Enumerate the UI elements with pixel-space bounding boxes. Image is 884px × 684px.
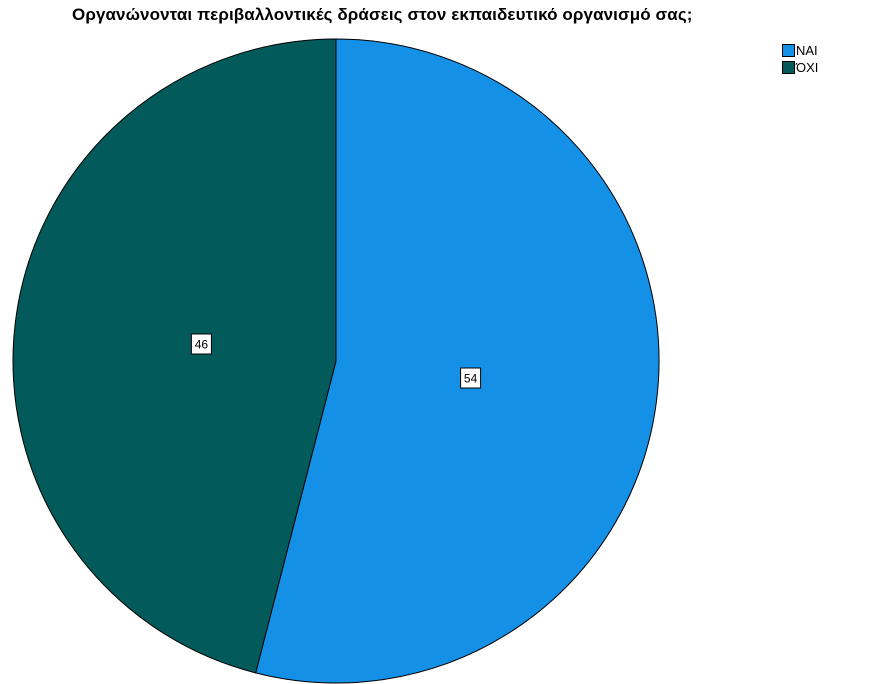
legend-swatch-nai [782, 44, 795, 57]
data-label-text: 54 [464, 372, 478, 386]
legend-item-oxi: ΌΧΙ [782, 59, 818, 76]
chart-title: Οργανώνονται περιβαλλοντικές δράσεις στο… [72, 5, 693, 24]
pie-slice-nai [255, 38, 660, 684]
legend-swatch-oxi [782, 61, 795, 74]
data-label-nai: 54 [460, 367, 482, 389]
pie-slice-oxi [12, 38, 337, 674]
data-label-box [460, 367, 482, 389]
legend-item-nai: ΝΑΙ [782, 42, 818, 59]
data-label-oxi: 46 [190, 333, 212, 355]
legend-label-nai: ΝΑΙ [796, 43, 818, 58]
legend-label-oxi: ΌΧΙ [796, 60, 819, 75]
data-label-box [190, 333, 212, 355]
data-label-text: 46 [195, 338, 209, 352]
legend: ΝΑΙ ΌΧΙ [782, 42, 818, 76]
